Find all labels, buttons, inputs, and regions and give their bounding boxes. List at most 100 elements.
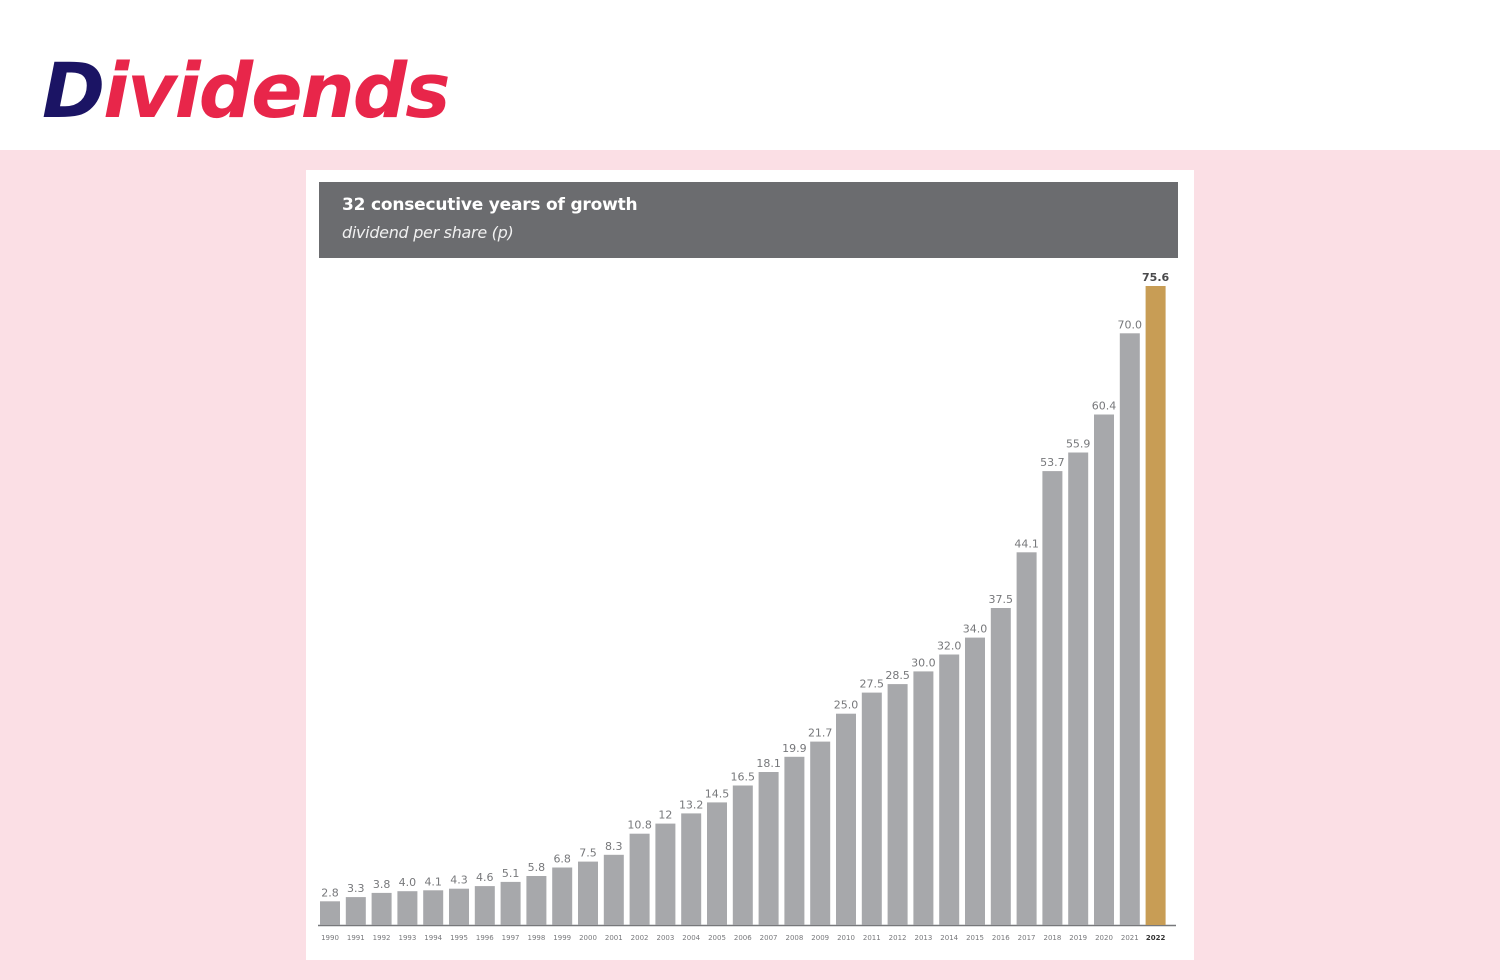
x-tick-label-2003: 2003	[656, 934, 674, 942]
value-label-2011: 27.5	[860, 678, 885, 691]
page-title: Dividends	[42, 46, 450, 135]
value-label-2019: 55.9	[1066, 438, 1091, 451]
value-label-1990: 2.8	[321, 886, 339, 899]
bar-1994	[423, 890, 444, 925]
value-label-2022: 75.6	[1142, 271, 1169, 284]
x-tick-label-2001: 2001	[605, 934, 623, 942]
value-label-2012: 28.5	[885, 669, 910, 682]
x-tick-label-2013: 2013	[914, 934, 932, 942]
x-tick-label-1992: 1992	[373, 934, 391, 942]
value-label-2005: 14.5	[705, 787, 730, 800]
x-tick-label-2010: 2010	[837, 934, 855, 942]
value-label-2018: 53.7	[1040, 456, 1065, 469]
x-tick-label-2021: 2021	[1121, 934, 1139, 942]
bar-1996	[474, 886, 495, 925]
bar-2002	[629, 833, 650, 925]
bar-2012	[887, 684, 908, 925]
value-label-2020: 60.4	[1092, 400, 1117, 413]
bar-1993	[397, 891, 418, 925]
bar-2019	[1068, 452, 1089, 925]
value-label-2006: 16.5	[731, 771, 756, 784]
value-label-1997: 5.1	[502, 867, 520, 880]
bar-2008	[784, 756, 805, 925]
value-label-2002: 10.8	[627, 819, 652, 832]
x-tick-label-2000: 2000	[579, 934, 597, 942]
bar-2015	[965, 637, 985, 925]
x-tick-label-1994: 1994	[424, 934, 442, 942]
x-tick-label-1999: 1999	[553, 934, 571, 942]
bar-2006	[732, 785, 753, 925]
page-title-rest: ividends	[103, 46, 450, 135]
value-label-2010: 25.0	[834, 699, 859, 712]
x-tick-label-2011: 2011	[863, 934, 881, 942]
page-header: Dividends	[0, 0, 1500, 150]
bar-2014	[939, 654, 960, 925]
bar-2013	[913, 671, 934, 925]
chart-header-bar	[319, 182, 1178, 258]
bar-2003	[655, 823, 676, 925]
value-label-2015: 34.0	[963, 623, 988, 636]
x-tick-label-2020: 2020	[1095, 934, 1113, 942]
bar-2017	[1016, 552, 1037, 926]
bar-2011	[861, 692, 882, 925]
x-tick-label-1998: 1998	[527, 934, 545, 942]
bar-1992	[371, 892, 392, 925]
bar-1998	[526, 876, 547, 925]
x-tick-label-1996: 1996	[476, 934, 494, 942]
x-tick-label-1990: 1990	[321, 934, 339, 942]
value-label-2016: 37.5	[989, 593, 1014, 606]
bar-2004	[681, 813, 702, 925]
value-label-2000: 7.5	[579, 847, 597, 860]
x-tick-label-2004: 2004	[682, 934, 700, 942]
value-label-2021: 70.0	[1118, 318, 1143, 331]
x-tick-label-1991: 1991	[347, 934, 365, 942]
bar-1991	[345, 897, 366, 925]
value-label-2007: 18.1	[756, 757, 781, 770]
x-tick-label-2018: 2018	[1043, 934, 1061, 942]
x-tick-label-1995: 1995	[450, 934, 468, 942]
x-tick-label-2002: 2002	[631, 934, 649, 942]
bar-2010	[836, 713, 856, 925]
value-label-1993: 4.0	[399, 876, 417, 889]
bar-2016	[990, 608, 1011, 925]
bar-2021	[1119, 333, 1140, 925]
bar-1995	[449, 888, 469, 925]
x-tick-label-2012: 2012	[889, 934, 907, 942]
value-label-1996: 4.6	[476, 871, 494, 884]
x-tick-label-1997: 1997	[502, 934, 520, 942]
x-tick-label-2022: 2022	[1146, 934, 1166, 942]
bar-1990	[320, 901, 340, 925]
value-label-1991: 3.3	[347, 882, 365, 895]
value-label-2003: 12	[658, 809, 672, 822]
value-label-2008: 19.9	[782, 742, 807, 755]
x-tick-label-2014: 2014	[940, 934, 958, 942]
value-label-1995: 4.3	[450, 874, 468, 887]
bar-2020	[1094, 414, 1114, 925]
value-label-1998: 5.8	[528, 861, 546, 874]
x-tick-label-2008: 2008	[785, 934, 803, 942]
x-tick-label-2007: 2007	[760, 934, 778, 942]
bar-2009	[810, 741, 831, 925]
bar-2000	[578, 861, 598, 925]
bar-2022	[1145, 286, 1166, 925]
chart-subtitle: dividend per share (p)	[342, 223, 514, 242]
x-tick-label-2017: 2017	[1018, 934, 1036, 942]
value-label-2004: 13.2	[679, 798, 704, 811]
x-tick-label-2019: 2019	[1069, 934, 1087, 942]
value-label-2014: 32.0	[937, 640, 962, 653]
page-title-first-letter: D	[42, 46, 105, 135]
value-label-2001: 8.3	[605, 840, 623, 853]
bar-1999	[552, 867, 573, 925]
x-tick-label-1993: 1993	[398, 934, 416, 942]
value-label-2013: 30.0	[911, 656, 936, 669]
value-label-1992: 3.8	[373, 878, 391, 891]
value-label-2017: 44.1	[1014, 537, 1039, 550]
bar-1997	[500, 881, 521, 925]
chart-title: 32 consecutive years of growth	[342, 195, 638, 215]
x-tick-label-2005: 2005	[708, 934, 726, 942]
x-tick-label-2016: 2016	[992, 934, 1010, 942]
bar-2007	[758, 772, 779, 925]
bar-2001	[603, 854, 624, 925]
x-tick-label-2006: 2006	[734, 934, 752, 942]
